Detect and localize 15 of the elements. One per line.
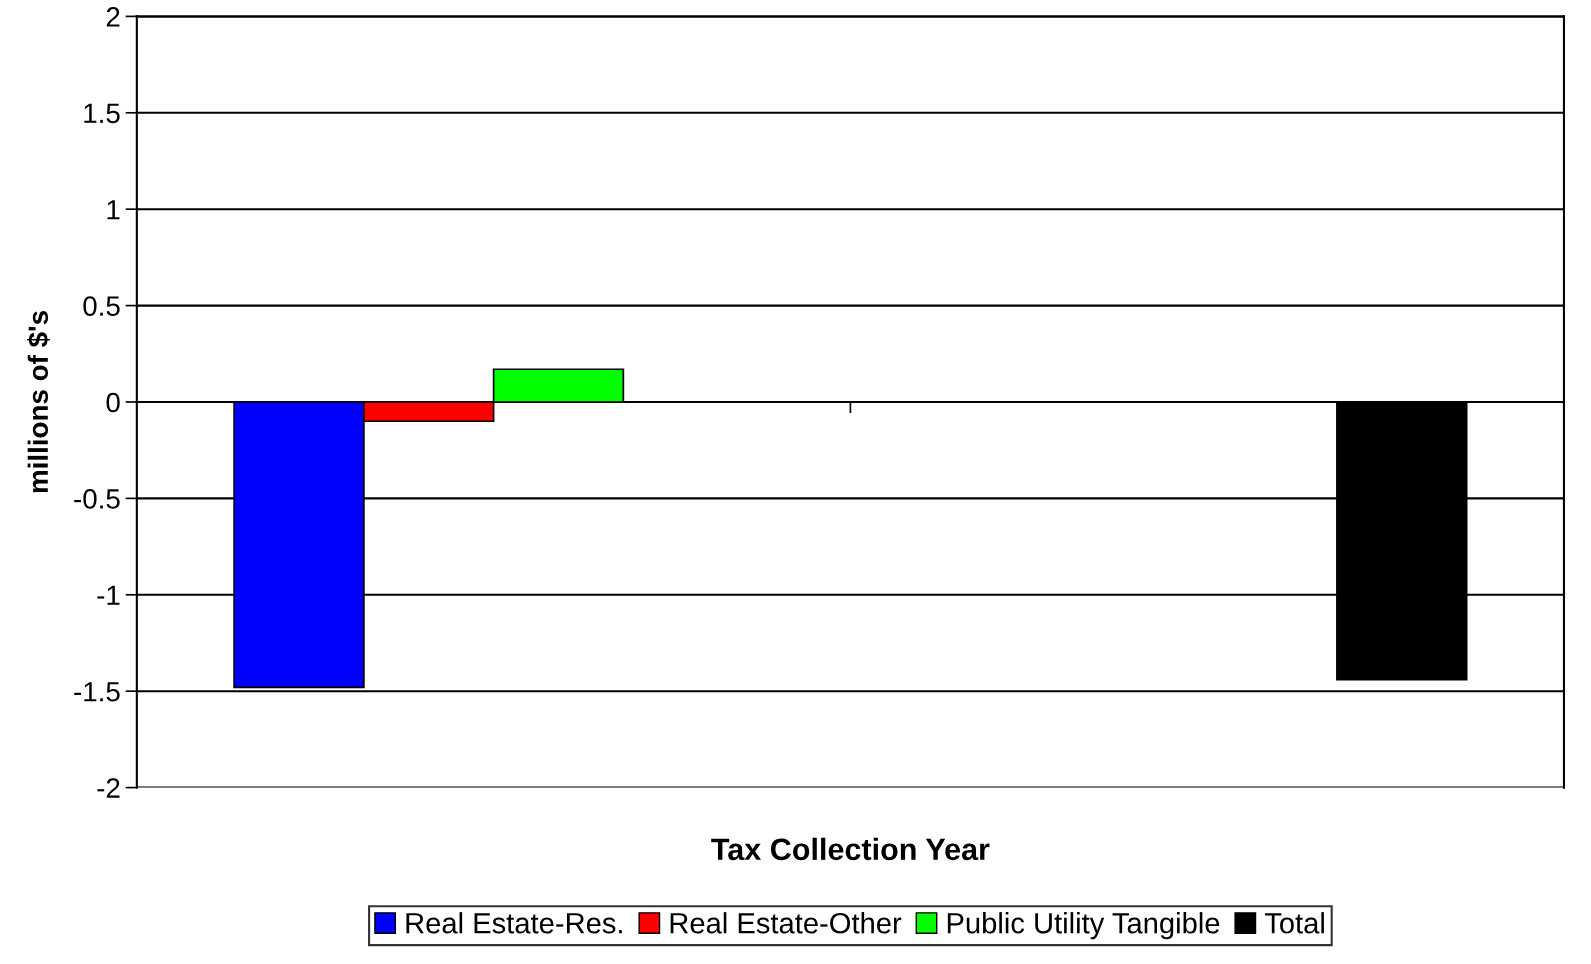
legend-label: Real Estate-Other	[670, 912, 902, 934]
y-tick-label: 0.5	[83, 296, 120, 316]
legend-label: Real Estate-Res.	[406, 912, 622, 934]
y-tick-label: -1	[97, 585, 120, 605]
x-axis-title: Tax Collection Year	[711, 837, 990, 861]
y-tick-label: 0	[106, 392, 120, 413]
legend-label: Total	[1264, 912, 1324, 934]
legend-label: Public Utility Tangible	[947, 912, 1220, 940]
y-tick-label: 1	[107, 200, 120, 220]
y-tick-label: -0.5	[74, 489, 120, 509]
y-tick-label: -2	[97, 778, 120, 798]
y-tick-label: 1.5	[84, 103, 120, 124]
y-tick-label: -1.5	[74, 682, 120, 702]
y-tick-label: 2	[106, 7, 120, 27]
y-axis-title: millions of $'s	[27, 311, 50, 493]
